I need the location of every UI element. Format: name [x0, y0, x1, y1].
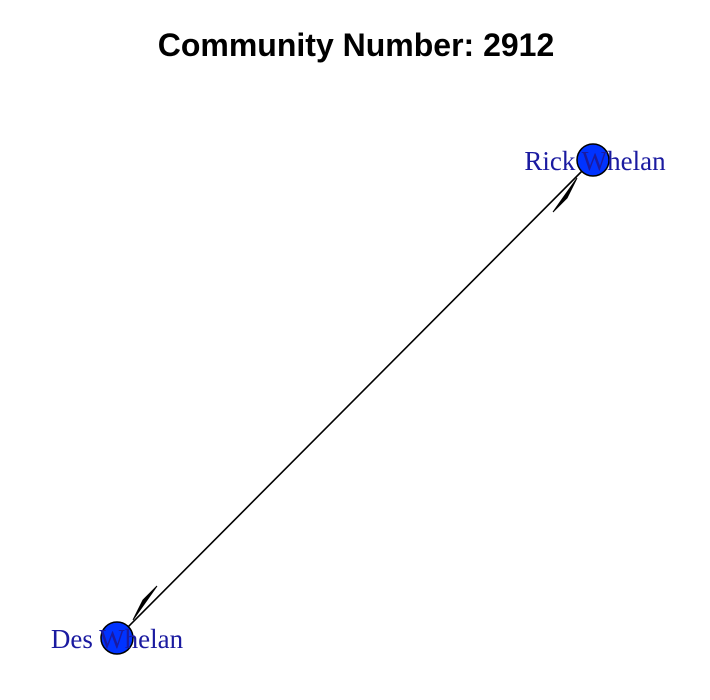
- diagram-title: Community Number: 2912: [158, 27, 555, 63]
- node-circle: [100, 621, 134, 655]
- edge-line: [116, 159, 594, 639]
- node-circle: [576, 143, 610, 177]
- arrowhead-rick: [552, 177, 578, 213]
- node-rick-whelan: Rick Whelan: [524, 143, 666, 177]
- node-label-rick-whelan: Rick Whelan: [524, 146, 666, 176]
- arrowhead-des: [132, 585, 158, 621]
- edge-rick-des: [116, 159, 594, 639]
- node-label-des-whelan: Des Whelan: [51, 624, 184, 654]
- node-des-whelan: Des Whelan: [51, 621, 184, 655]
